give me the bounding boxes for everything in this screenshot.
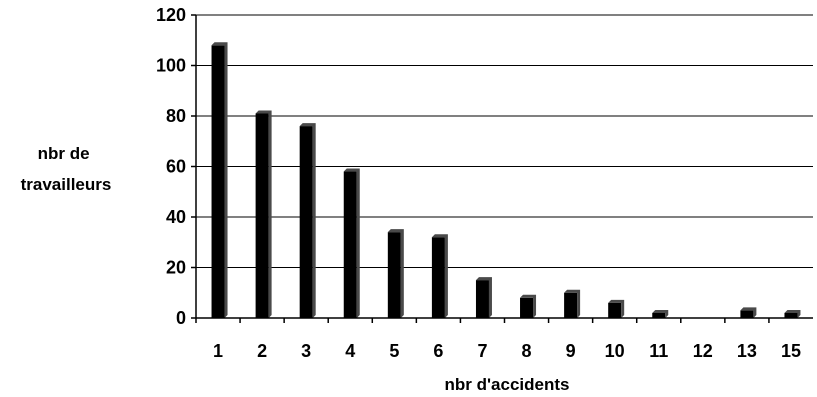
bar-6-depth	[431, 234, 448, 318]
bar-8	[520, 297, 534, 318]
bar-5-depth	[387, 229, 404, 318]
y-tick-label: 80	[166, 106, 186, 126]
x-tick-label: 2	[257, 341, 267, 361]
y-tick-label: 120	[156, 5, 186, 25]
bar-4	[343, 171, 357, 318]
y-tick-label: 0	[176, 308, 186, 328]
bar-1-depth	[211, 42, 228, 319]
x-tick-label: 1	[213, 341, 223, 361]
bar-4-depth	[343, 168, 360, 318]
bar-7	[475, 280, 489, 318]
x-tick-label: 6	[433, 341, 443, 361]
x-tick-label: 4	[345, 341, 355, 361]
x-tick-label: 9	[566, 341, 576, 361]
x-tick-label: 12	[693, 341, 713, 361]
bar-9	[564, 292, 578, 318]
bar-2-depth	[255, 110, 272, 318]
bar-1	[211, 45, 225, 319]
bar-15-depth	[784, 309, 801, 318]
x-tick-label: 15	[781, 341, 801, 361]
gridlines	[196, 14, 813, 268]
bar-2	[255, 113, 269, 318]
bar-15	[784, 312, 798, 318]
x-axis-label: nbr d'accidents	[445, 375, 570, 394]
y-tick-label: 20	[166, 258, 186, 278]
y-axis-label: nbr de travailleurs	[21, 144, 112, 194]
bar-13	[740, 310, 754, 318]
bar-8-depth	[520, 294, 537, 318]
x-tick-labels: 1 2 3 4 5 6 7 8 9 10 11 12 13 15	[195, 318, 801, 361]
bar-3	[299, 126, 313, 318]
bar-6	[431, 237, 445, 318]
x-tick-label: 13	[737, 341, 757, 361]
bar-9-depth	[564, 289, 581, 318]
x-tick-label: 8	[522, 341, 532, 361]
bar-3-depth	[299, 123, 316, 318]
y-tick-label: 60	[166, 157, 186, 177]
bar-10	[608, 302, 622, 318]
bar-13-depth	[740, 307, 757, 318]
y-axis-label-line-1: nbr de	[38, 144, 90, 163]
y-tick-label: 40	[166, 207, 186, 227]
x-tick-label: 3	[301, 341, 311, 361]
x-tick-label: 11	[649, 341, 668, 361]
bars	[211, 42, 801, 319]
y-tick-labels: 0 20 40 60 80 100 120	[156, 5, 196, 328]
x-tick-label: 7	[477, 341, 487, 361]
bar-5	[387, 232, 401, 318]
y-tick-label: 100	[156, 56, 186, 76]
bar-10-depth	[608, 299, 625, 318]
y-axis-label-line-2: travailleurs	[21, 175, 112, 194]
bar-11	[652, 312, 666, 318]
bar-11-depth	[652, 309, 669, 318]
bar-7-depth	[475, 277, 492, 318]
x-tick-label: 5	[389, 341, 399, 361]
x-tick-label: 10	[605, 341, 625, 361]
